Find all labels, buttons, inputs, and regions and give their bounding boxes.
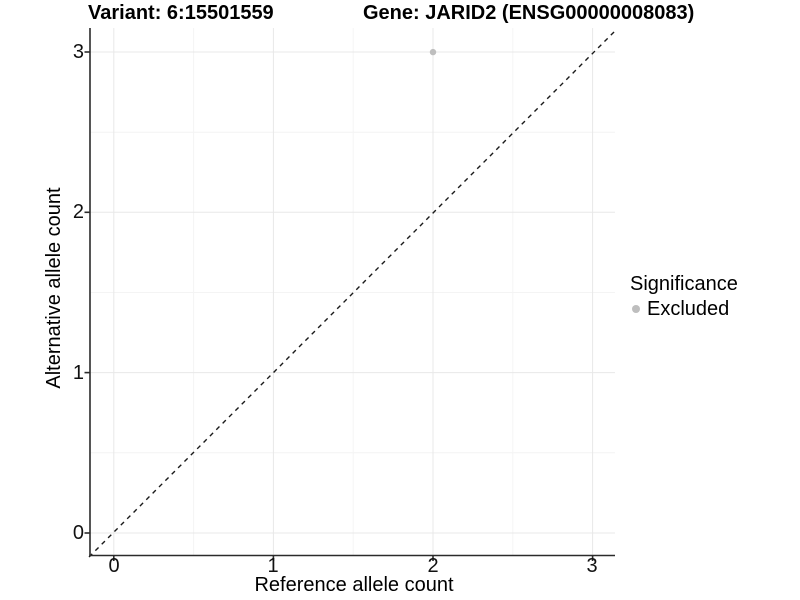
identity-reference-line	[88, 29, 617, 558]
y-tick-label-0: 0	[72, 522, 84, 544]
legend-title: Significance	[630, 273, 738, 295]
y-tick-label-1: 1	[72, 362, 84, 384]
minor-gridlines	[90, 28, 615, 555]
legend: Significance Excluded	[630, 274, 738, 319]
x-tick-label-1: 1	[267, 555, 279, 577]
y-tick-label-2: 2	[72, 201, 84, 223]
x-tick-label-3: 3	[586, 555, 598, 577]
legend-item-label: Excluded	[647, 298, 730, 320]
plot-panel	[84, 28, 617, 561]
x-tick-label-0: 0	[108, 555, 120, 577]
data-points-layer	[429, 48, 437, 56]
axis-lines	[89, 28, 615, 557]
plot-title-variant: Variant: 6:15501559	[88, 2, 274, 24]
legend-point-icon	[632, 305, 640, 313]
legend-item-excluded: Excluded	[632, 299, 738, 319]
y-axis-title: Alternative allele count	[43, 187, 65, 389]
plot-title-gene: Gene: JARID2 (ENSG00000008083)	[363, 2, 695, 24]
major-gridlines	[90, 28, 615, 555]
axis-tick-marks	[84, 51, 594, 561]
data-point-excluded	[429, 48, 437, 56]
x-axis-title: Reference allele count	[254, 574, 454, 596]
x-tick-label-2: 2	[427, 555, 439, 577]
y-tick-label-3: 3	[72, 41, 84, 63]
